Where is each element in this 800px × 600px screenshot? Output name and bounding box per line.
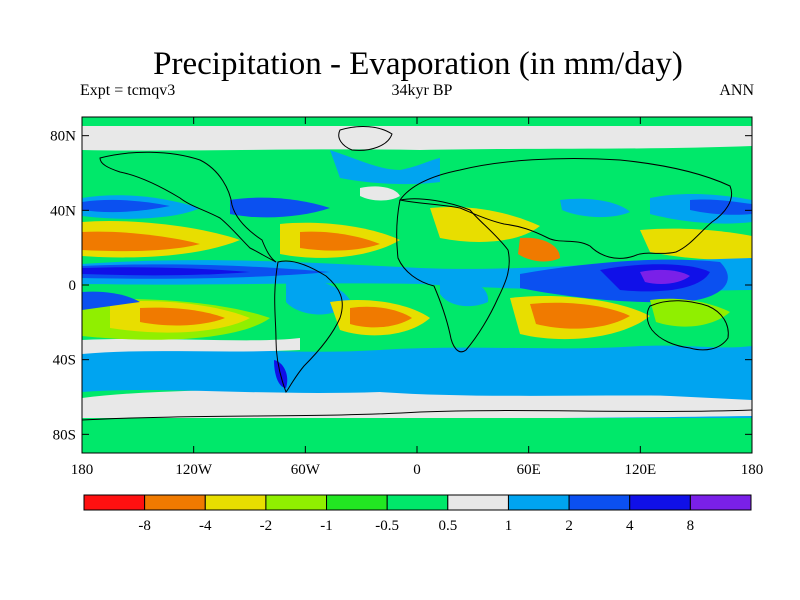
colorbar-swatch [689,494,752,511]
australia-dry [650,298,730,327]
north-atlantic-wet [330,150,440,185]
colorbar-swatch [629,494,691,511]
spcz-wet [82,291,140,310]
greenland-outline [338,126,393,151]
experiment-label: Expt = tcmqv3 [80,82,176,99]
africa-outline [396,198,510,353]
central-asia-wet [560,198,630,218]
colorbar-label: -1 [320,518,333,534]
south-indian-dry-core [530,302,630,329]
lon-tick-label: 0 [413,462,421,478]
west-pacific-dry [640,228,752,260]
axis-ticks: 80N 40N 0 40S 80S 180 120W 60W 0 60E 120E 180 [50,117,763,478]
lon-tick-label: 60E [517,462,541,478]
season-label: ANN [719,82,754,99]
itcz-pacific-max [82,267,250,276]
eurasia-outline [399,157,732,259]
gulf-stream-core [230,197,330,218]
colorbar-swatch [83,494,146,511]
north-america-outline [99,151,277,263]
north-pacific-dry-core [82,231,200,252]
colorbar-swatch [144,494,206,511]
coastlines [82,126,752,421]
lon-tick-label: 180 [741,462,764,478]
colorbar-swatch [507,494,570,511]
north-pacific-core [82,199,170,213]
chart-title: Precipitation - Evaporation (in mm/day) [153,46,683,82]
colorbar-label: 8 [687,518,695,534]
lat-tick-label: 0 [69,278,77,294]
colorbar-swatch [265,494,328,511]
colorbar-label: -4 [199,518,212,534]
colorbar-swatch [386,494,449,511]
congo-wet [440,279,489,307]
south-america-outline [274,260,343,393]
colorbar: -8 -4 -2 -1 -0.5 0.5 1 2 4 8 [83,494,752,534]
colorbar-label: 4 [626,518,634,534]
colorbar-swatch [204,494,267,511]
lon-tick-label: 60W [291,462,321,478]
lat-tick-label: 80S [53,427,76,443]
south-pacific-dry-core [140,307,225,326]
colorbar-label: 2 [565,518,573,534]
sahara-arabia-dry [430,206,540,242]
south-pacific-transition [82,338,300,354]
lon-tick-label: 120E [624,462,656,478]
colorbar-swatch [568,494,631,511]
colorbar-label: -8 [138,518,151,534]
time-label: 34kyr BP [391,82,453,99]
lat-tick-label: 40N [50,203,76,219]
colorbar-label: -0.5 [375,518,399,534]
lon-tick-label: 180 [71,462,94,478]
arabian-sea-dry [518,237,560,262]
north-atlantic-dry-core [300,231,380,251]
colorbar-label: 1 [505,518,513,534]
australia-outline [646,300,729,351]
colorbar-swatch [326,494,388,511]
colorbar-label: -2 [260,518,273,534]
europe-transition [360,186,400,201]
warm-pool-peak [640,269,690,284]
arctic-transition [82,126,752,151]
colorbar-swatch [447,494,509,511]
lat-tick-label: 80N [50,129,76,145]
lat-tick-label: 40S [53,353,76,369]
precip-evap-field [82,126,752,453]
south-atlantic-dry-core [350,306,412,328]
antarctica-surface [82,418,752,453]
antarctica-outline [82,409,752,421]
colorbar-label: 0.5 [438,518,457,534]
kuroshio-core [690,199,752,215]
southern-midlat-wet-band [82,345,752,398]
lon-tick-label: 120W [175,462,213,478]
